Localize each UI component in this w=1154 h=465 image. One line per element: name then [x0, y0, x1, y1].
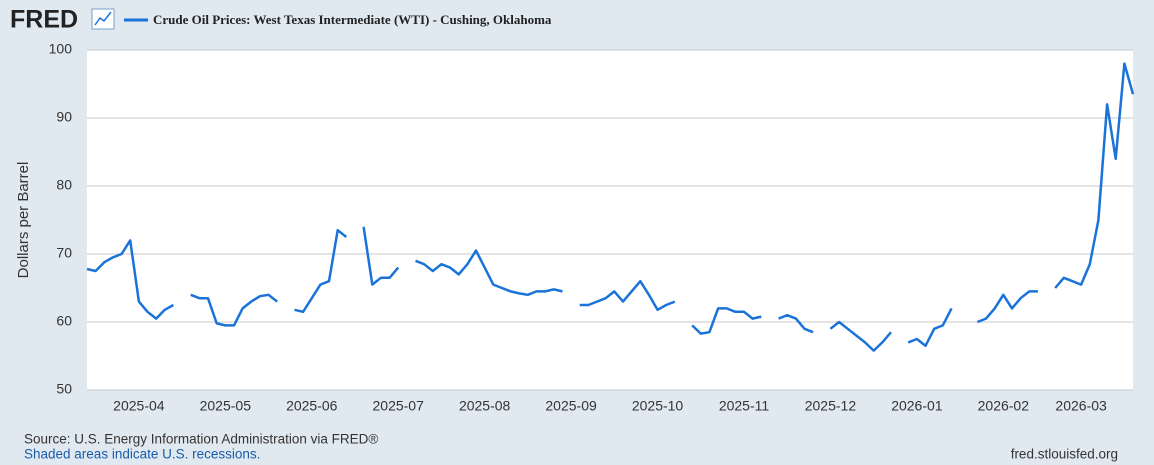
x-tick-label: 2026-03	[1055, 398, 1107, 414]
x-tick-label: 2025-10	[632, 398, 684, 414]
x-tick-label: 2025-05	[200, 398, 252, 414]
y-tick-label: 70	[56, 245, 72, 261]
x-tick-label: 2025-11	[719, 398, 770, 414]
y-axis-label: Dollars per Barrel	[15, 162, 32, 279]
x-tick-label: 2025-08	[459, 398, 511, 414]
x-tick-label: 2026-02	[978, 398, 1030, 414]
plot-area	[87, 50, 1133, 390]
y-tick-label: 60	[56, 313, 72, 329]
logo-icon	[91, 8, 115, 30]
x-tick-label: 2025-06	[286, 398, 338, 414]
recession-note: Shaded areas indicate U.S. recessions.	[24, 447, 260, 462]
x-tick-label: 2025-07	[373, 398, 425, 414]
y-tick-label: 100	[49, 41, 73, 57]
x-tick-label: 2025-04	[113, 398, 165, 414]
x-tick-label: 2025-12	[805, 398, 857, 414]
y-tick-label: 90	[56, 109, 72, 125]
site: fred.stlouisfed.org	[1011, 447, 1118, 462]
data-line	[86, 62, 1135, 352]
logo: FRED	[10, 6, 78, 34]
source: Source: U.S. Energy Information Administ…	[24, 432, 378, 447]
x-tick-label: 2026-01	[891, 398, 943, 414]
y-tick-label: 50	[56, 381, 72, 397]
legend-label: Crude Oil Prices: West Texas Intermediat…	[153, 12, 552, 27]
x-tick-label: 2025-09	[545, 398, 597, 414]
y-tick-label: 80	[56, 177, 72, 193]
